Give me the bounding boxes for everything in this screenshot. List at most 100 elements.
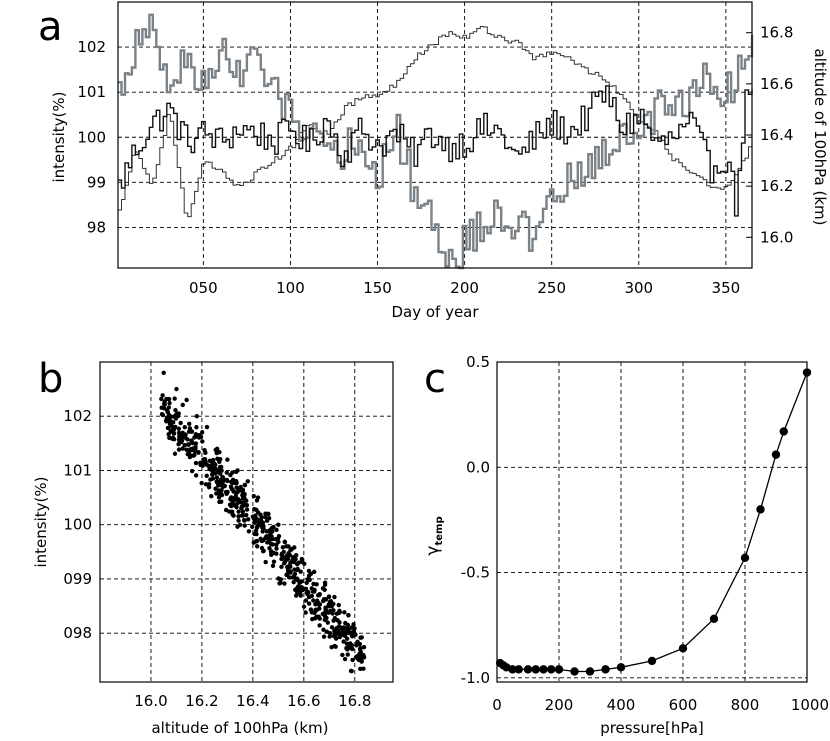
panel-b-point [182,424,187,430]
panel-b-point [305,591,310,597]
panel-b-point [276,522,281,527]
panel-b-point [159,396,164,402]
panel-b-point [215,449,220,455]
panel-b-point [320,586,326,591]
panel-b-point [263,514,268,520]
panel-a-xtick-label: 350 [712,279,741,297]
panel-c-marker [508,665,517,674]
panel-b-point [349,668,354,674]
panel-b-xtick-label: 16.8 [338,692,371,710]
panel-b-point [168,414,173,419]
panel-b-ylabel: intensity(%) [32,477,50,568]
panel-b-point [245,517,251,522]
panel-b-point [244,503,250,508]
panel-b-points [159,370,367,674]
panel-b-point [204,424,210,430]
panel-b-point [309,593,315,599]
panel-b-point [231,480,236,486]
panel-b-point [299,556,305,562]
panel-b-point [334,626,339,631]
panel-b-point [201,457,206,462]
panel-b-point [180,446,185,451]
panel-b-point [218,471,223,476]
panel-b-point [260,538,266,543]
panel-c-xtick-label: 800 [731,696,760,714]
panel-a-altitude-line [118,26,753,218]
panel-b-point [324,615,329,621]
panel-b-point [355,640,360,645]
panel-b-point [267,539,272,544]
panel-b-point [280,545,286,550]
panel-b-point [269,549,274,554]
panel-c-curve [499,372,808,673]
panel-b-point [230,470,235,475]
panel-b-point [255,523,260,528]
panel-b-point [241,490,246,496]
panel-b-ytick-label: 098 [63,624,92,642]
panel-b-point [309,610,315,615]
panel-b-point [279,564,284,570]
panel-b-point [230,502,235,508]
panel-b-xlabel: altitude of 100hPa (km) [151,719,328,737]
panel-a-y2tick-label: 16.6 [760,75,793,93]
panel-b-point [167,400,172,406]
panel-b-point [349,625,354,630]
panel-b-point [235,490,240,495]
panel-b-point [278,577,283,582]
panel-c-marker [601,665,610,674]
panel-b-point [237,498,242,504]
panel-b-point [276,533,282,539]
panel-b-point [317,623,322,628]
panel-b-point [213,486,218,491]
panel-b-point [269,525,275,531]
panel-b-point [254,518,260,524]
panel-b-point [253,539,259,544]
panel-b-point [217,499,222,505]
panel-a-ticks: 050 100 150 200 250 300 350 98 99 100 101 102 16.0 16… [77,24,793,297]
panel-b-point [236,509,241,514]
panel-b-ytick-label: 099 [63,570,92,588]
panel-b-point [187,421,192,427]
panel-b-point [342,633,348,639]
panel-a-y2tick-label: 16.4 [760,126,793,144]
panel-c-ytick-label: 0.0 [466,458,490,476]
panel-b-point [311,598,316,603]
panel-c-marker [531,665,540,674]
panel-letter-b: b [38,356,63,402]
panel-b-point [238,484,243,490]
panel-b-point [206,482,212,487]
panel-b-point [312,569,317,575]
panel-b-point [177,437,182,443]
panel-b-point [346,628,351,634]
panel-a-ytick-label: 101 [77,83,106,101]
panel-b-point [192,452,197,458]
panel-b-point [344,641,350,646]
panel-b-point [324,629,330,634]
panel-c-line [495,368,812,676]
panel-a-ytick-label: 102 [77,38,106,56]
panel-b-ytick-label: 101 [63,461,92,479]
panel-b-point [306,601,312,606]
panel-b-point [242,523,247,528]
panel-c-xtick-label: 200 [545,696,574,714]
panel-b-point [254,498,260,503]
panel-b-ticks: 16.0 16.2 16.4 16.6 16.8 098 099 100 101 102 [63,407,371,710]
panel-b-point [193,473,199,478]
panel-b-xtick-label: 16.4 [236,692,269,710]
panel-b-point [198,461,203,466]
panel-b-point [176,426,182,431]
panel-c-ytick-label: 0.5 [466,353,490,371]
panel-a-xtick-label: 250 [537,279,566,297]
panel-b-point [218,488,224,494]
panel-b-point [285,556,291,562]
panel-a-chart: 050 100 150 200 250 300 350 98 99 100 101 102 16.0 16… [50,1,829,321]
panel-b-point [342,656,348,662]
panel-b-point [214,480,220,485]
panel-b-point [351,632,357,637]
panel-b-xtick-label: 16.6 [287,692,320,710]
panel-b-point [358,645,363,651]
panel-b-point [183,432,188,437]
panel-b-point [263,559,268,565]
panel-b-point [311,581,316,587]
